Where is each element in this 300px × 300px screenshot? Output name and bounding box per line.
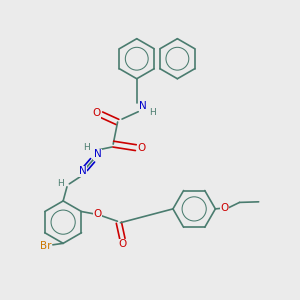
Text: O: O bbox=[92, 108, 100, 118]
Text: N: N bbox=[140, 101, 147, 111]
Text: N: N bbox=[79, 166, 87, 176]
Text: O: O bbox=[118, 239, 127, 249]
Text: O: O bbox=[137, 142, 145, 153]
Text: N: N bbox=[94, 149, 101, 159]
Text: O: O bbox=[94, 209, 102, 220]
Text: Br: Br bbox=[40, 241, 52, 251]
Text: H: H bbox=[57, 179, 64, 188]
Text: H: H bbox=[83, 143, 90, 152]
Text: O: O bbox=[221, 203, 229, 213]
Text: H: H bbox=[149, 108, 155, 117]
